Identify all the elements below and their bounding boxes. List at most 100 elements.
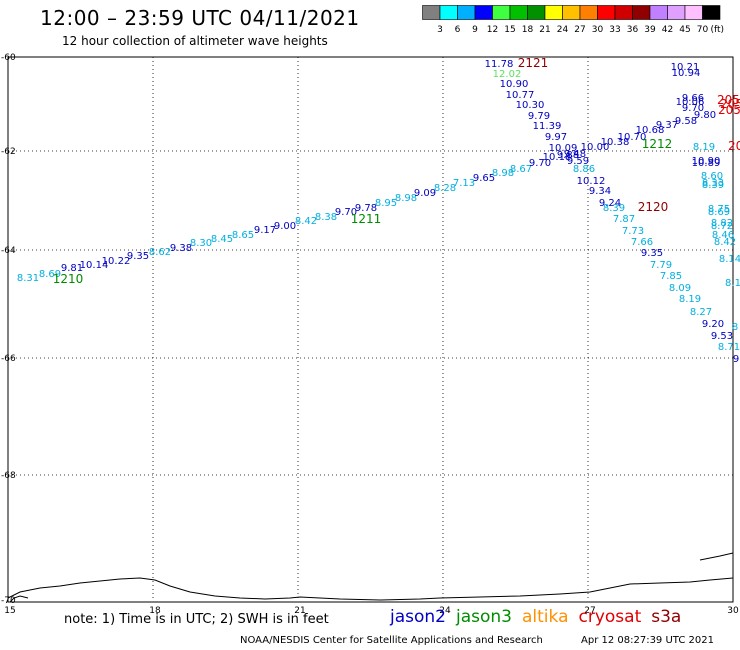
page-subtitle: 12 hour collection of altimeter wave hei… <box>62 34 328 48</box>
page-title: 12:00 – 23:59 UTC 04/11/2021 <box>40 6 360 30</box>
swh-value-label: 8.09 <box>669 283 691 294</box>
swh-value-label: 10.09 <box>549 143 578 154</box>
track-time-label: 205 <box>720 97 740 111</box>
satellite-cryosat: cryosat <box>578 607 642 627</box>
swh-value-label: 8.1 <box>725 278 740 289</box>
swh-value-label: 10.89 <box>692 158 721 169</box>
swh-value-label: 10.22 <box>102 256 131 267</box>
swh-value-label: 8.71 <box>718 342 740 353</box>
swh-value-label: 9.97 <box>545 132 567 143</box>
lon-label: 18 <box>149 606 161 616</box>
legend-tick-label: 12 <box>487 25 498 35</box>
swh-value-label: 10.18 <box>543 152 572 163</box>
swh-value-label: 9.81 <box>61 263 83 274</box>
swh-value-label: 10.12 <box>577 176 606 187</box>
swh-color-legend: 3 6 9 12 15 18 21 24 27 30 33 36 39 42 45 70 (ft) <box>422 5 724 35</box>
swh-value-label: 9.59 <box>567 156 589 167</box>
legend-tick-label: 6 <box>455 25 461 35</box>
track-time-label: 20 <box>728 139 740 153</box>
track-time-label: 205 <box>718 103 740 117</box>
legend-tick-label: 27 <box>574 25 585 35</box>
swh-value-label: 10.06 <box>676 97 705 108</box>
lat-label: -66 <box>1 354 16 364</box>
swh-value-label: 10.30 <box>516 100 545 111</box>
swh-value-label: 8.46 <box>712 230 734 241</box>
swh-value-label: 8.42 <box>295 216 317 227</box>
legend-tick-label: 18 <box>522 25 534 35</box>
legend-swatch <box>702 5 721 20</box>
swh-value-label: 10.68 <box>636 125 665 136</box>
swh-value-label: 9.80 <box>694 110 716 121</box>
swh-value-label: 8.30 <box>190 238 212 249</box>
track-time-label: 1210 <box>53 272 84 286</box>
swh-value-label: 11.39 <box>533 121 562 132</box>
swh-value-label: 8.42 <box>714 237 736 248</box>
swh-value-label: 7.66 <box>631 237 653 248</box>
swh-value-label: 8.82 <box>711 218 733 229</box>
swh-value-label: 9.48 <box>564 149 586 160</box>
satellite-legend: jason2 jason3 altika cryosat s3a <box>390 607 691 627</box>
lon-label: 24 <box>439 606 451 616</box>
footer-note: note: 1) Time is in UTC; 2) SWH is in fe… <box>64 612 329 627</box>
swh-value-label: 7.87 <box>613 214 635 225</box>
swh-value-label: 8 <box>732 322 738 333</box>
swh-value-label: 8.27 <box>690 307 712 318</box>
swh-value-label: 8.95 <box>375 198 397 209</box>
swh-value-label: 8.45 <box>211 234 233 245</box>
antarctic-coastline <box>7 552 734 603</box>
swh-value-label: 10.90 <box>692 156 721 167</box>
swh-value-label: 8.86 <box>573 164 595 175</box>
legend-tick-label: 21 <box>539 25 550 35</box>
track-time-label: 2121 <box>518 56 549 70</box>
swh-value-label: 9.00 <box>274 221 296 232</box>
swh-value-label: 9.78 <box>355 203 377 214</box>
swh-value-label: 12.02 <box>493 69 522 80</box>
track-time-label: 2120 <box>638 200 669 214</box>
swh-value-label: 9.35 <box>641 248 663 259</box>
swh-value-label: 10.94 <box>672 68 701 79</box>
map-frame <box>7 56 734 603</box>
swh-value-label: 8.38 <box>315 212 337 223</box>
swh-value-label: 10.90 <box>500 79 529 90</box>
swh-value-label: 7.85 <box>660 271 682 282</box>
satellite-altika: altika <box>522 607 569 627</box>
swh-value-label: 8.67 <box>510 164 532 175</box>
legend-tick-label: 36 <box>627 25 639 35</box>
swh-value-label: 9.37 <box>656 120 678 131</box>
lon-label: 15 <box>4 606 15 616</box>
lat-label: -70 <box>1 596 16 606</box>
swh-value-label: 9.70 <box>335 207 357 218</box>
legend-unit: (ft) <box>710 25 724 35</box>
swh-value-label: 8.14 <box>719 254 740 265</box>
swh-value-label: 11.78 <box>485 59 514 70</box>
swh-value-label: 8.65 <box>232 230 254 241</box>
swh-value-label: 7.73 <box>622 226 644 237</box>
swh-value-label: 8.19 <box>679 294 701 305</box>
swh-value-label: 8.72 <box>711 221 733 232</box>
satellite-jason3: jason3 <box>456 607 512 627</box>
swh-value-label: 10.77 <box>506 90 535 101</box>
swh-value-label: 8.31 <box>17 273 39 284</box>
swh-value-label: 10.00 <box>581 142 610 153</box>
legend-tick-label: 3 <box>437 25 443 35</box>
swh-value-label: 8.39 <box>603 203 625 214</box>
swh-value-label: 10.14 <box>80 260 109 271</box>
lon-label: 30 <box>727 606 739 616</box>
legend-tick-label: 70 <box>697 25 709 35</box>
lat-label: -68 <box>1 471 16 481</box>
swh-value-label: 9.35 <box>127 251 149 262</box>
swh-value-label: 8.62 <box>149 247 171 258</box>
satellite-jason2: jason2 <box>390 607 446 627</box>
lat-lon-grid <box>8 57 733 600</box>
swh-value-label: 9.79 <box>528 111 550 122</box>
lat-label: -64 <box>1 246 16 256</box>
swh-value-label: 8.98 <box>492 168 514 179</box>
satellite-s3a: s3a <box>651 607 682 627</box>
legend-tick-label: 9 <box>472 25 478 35</box>
swh-value-label: 9.53 <box>711 331 733 342</box>
legend-tick-label: 15 <box>504 25 515 35</box>
swh-value-label: 9.70 <box>682 103 704 114</box>
swh-value-label: 8.19 <box>693 142 715 153</box>
swh-value-label: 8.75 <box>708 204 730 215</box>
swh-value-label: 9.17 <box>254 225 276 236</box>
